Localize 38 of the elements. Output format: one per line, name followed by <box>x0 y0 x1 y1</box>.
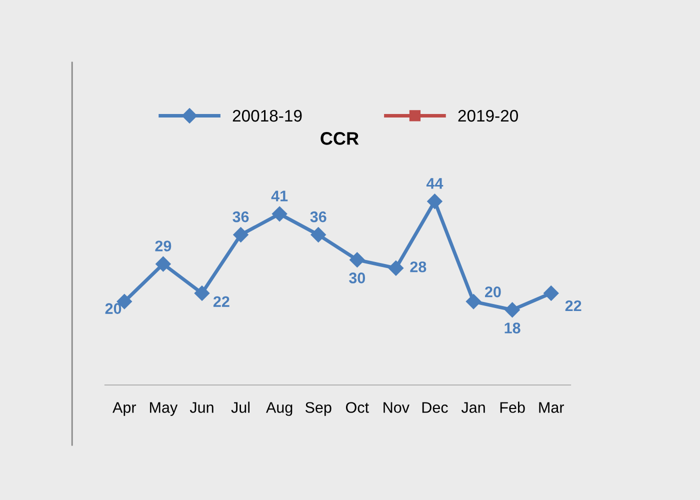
data-label: 22 <box>565 300 582 312</box>
legend-label: 2019-20 <box>458 110 518 122</box>
x-tick-label: Jun <box>190 402 214 413</box>
data-label: 18 <box>504 322 520 334</box>
legend-label: 20018-19 <box>232 110 302 122</box>
point <box>466 294 482 310</box>
data-label: 30 <box>349 272 366 284</box>
point <box>350 252 365 268</box>
x-tick-label: Oct <box>346 402 369 413</box>
point <box>388 260 404 276</box>
chart-title: CCR <box>320 132 359 145</box>
x-tick-label: May <box>150 402 178 416</box>
point <box>233 227 248 242</box>
point <box>427 194 442 209</box>
data-label: 36 <box>310 211 326 222</box>
data-label: 22 <box>213 296 230 307</box>
x-tick-label: Feb <box>500 402 525 413</box>
x-tick-label: Sep <box>305 402 332 416</box>
point <box>504 302 520 318</box>
x-tick-label: Aug <box>266 402 292 416</box>
point <box>194 286 210 301</box>
point <box>156 256 171 272</box>
x-tick-label: Jan <box>461 402 485 413</box>
point <box>272 206 288 222</box>
data-label: 20 <box>485 286 501 298</box>
x-tick-label: Jul <box>231 402 250 413</box>
data-label: 41 <box>271 190 288 202</box>
data-label: 29 <box>155 240 172 252</box>
x-tick-label: Nov <box>384 402 410 413</box>
x-tick-label: Dec <box>422 402 448 413</box>
data-label: 44 <box>426 178 444 189</box>
data-label: 20 <box>105 303 122 314</box>
x-tick-label: Apr <box>112 402 136 416</box>
x-tick-label: Mar <box>539 402 564 413</box>
point <box>544 286 559 301</box>
point <box>310 227 326 242</box>
data-label: 28 <box>410 261 426 272</box>
data-label: 36 <box>232 211 249 222</box>
